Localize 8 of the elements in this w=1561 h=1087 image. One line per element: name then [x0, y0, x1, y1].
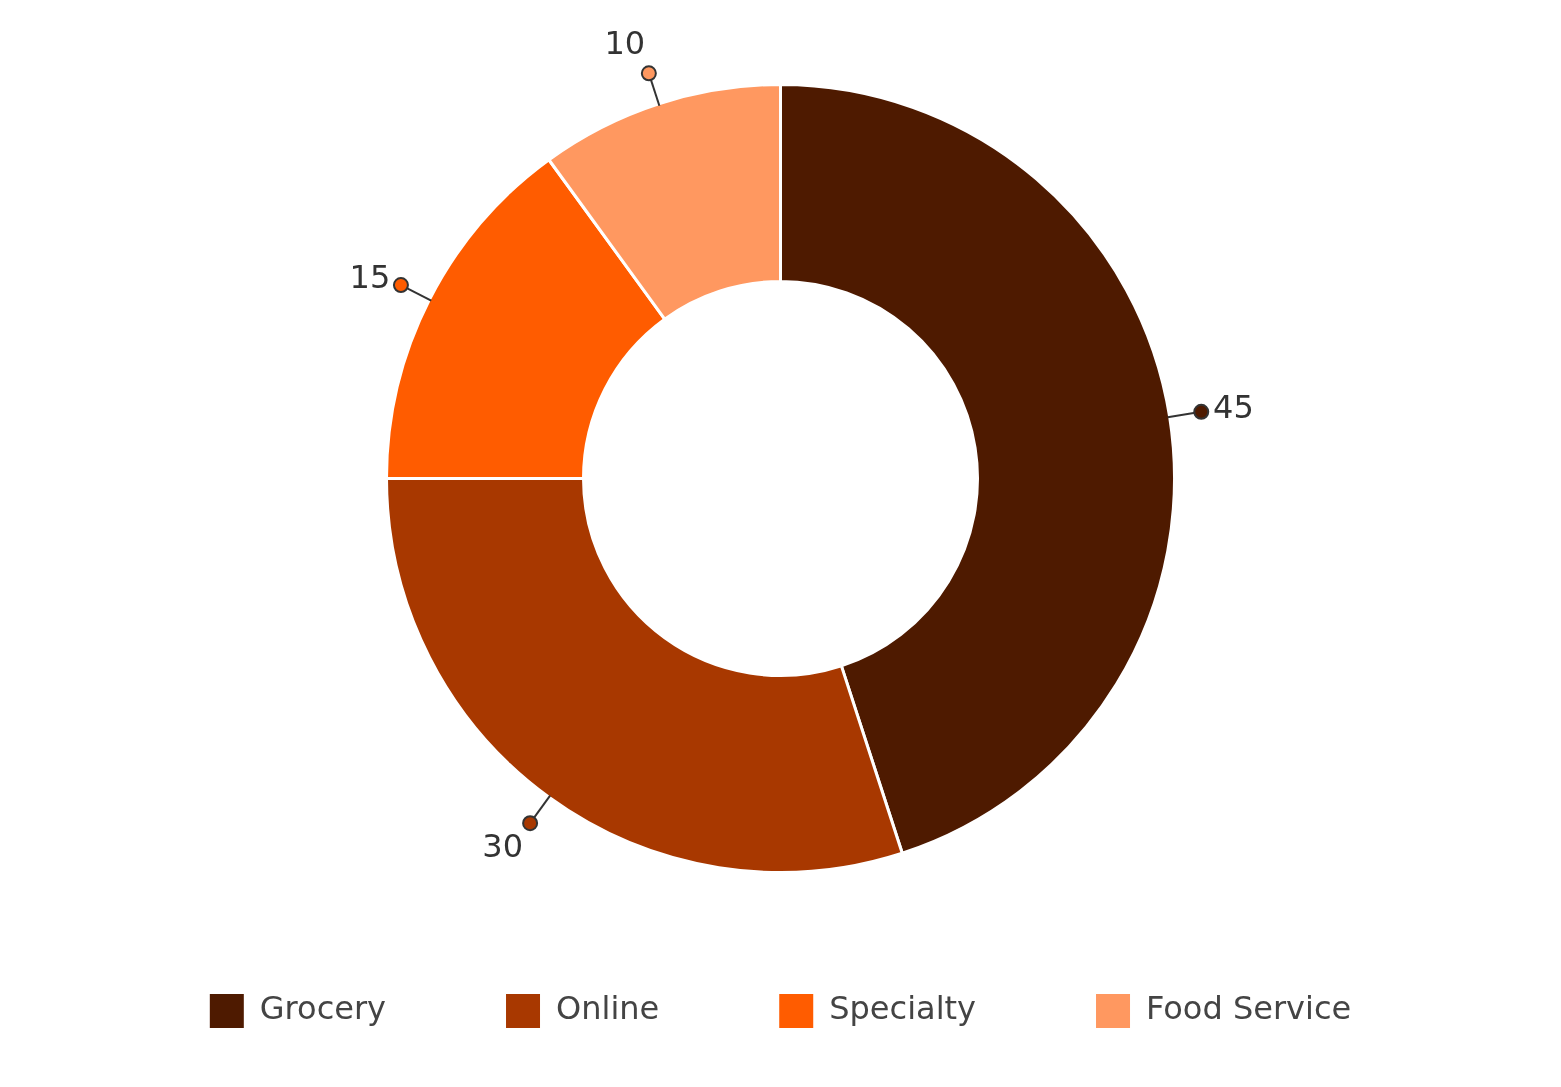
data-label: 45 — [1213, 388, 1254, 427]
data-label: 10 — [604, 24, 646, 63]
legend-label: Grocery — [259, 989, 387, 1028]
legend-label: Specialty — [829, 989, 977, 1028]
data-label: 15 — [349, 257, 391, 296]
legend-label: Food Service — [1146, 989, 1352, 1028]
data-label: 30 — [482, 827, 524, 866]
legend-label: Online — [556, 989, 660, 1028]
